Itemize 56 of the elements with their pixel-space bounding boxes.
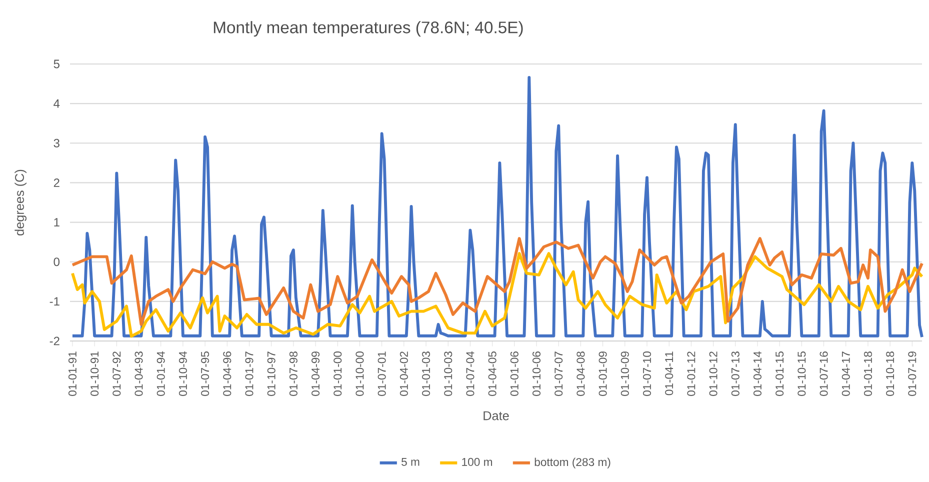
x-tick-label: 01-07-16	[820, 352, 828, 396]
x-tick-label: 01-04-08	[576, 352, 585, 396]
y-tick-label: -2	[50, 336, 60, 346]
x-tick-label: 01-04-96	[223, 352, 232, 396]
x-tick-label: 01-07-10	[642, 351, 652, 396]
y-tick-label: -1	[50, 297, 60, 306]
x-tick-label: 01-04-05	[488, 352, 496, 396]
x-tick-label: 01-07-19	[908, 352, 916, 396]
legend-label: 100 m	[462, 458, 492, 466]
x-tick-label: 01-01-03	[422, 352, 430, 396]
x-tick-label: 01-01-00	[334, 351, 342, 396]
x-tick-label: 01-04-93	[134, 352, 143, 396]
x-tick-label: 01-01-97	[245, 352, 254, 396]
x-tick-label: 01-07-98	[289, 352, 298, 396]
x-tick-label: 01-10-06	[532, 352, 541, 396]
x-tick-label: 01-01-06	[510, 352, 518, 396]
x-tick-label: 01-10-09	[620, 352, 629, 396]
x-tick-label: 01-01-94	[156, 351, 165, 396]
y-tick-label: 4	[54, 99, 60, 108]
x-tick-label: 01-01-18	[864, 352, 872, 396]
legend-label: 5 m	[402, 458, 420, 466]
line-series	[70, 252, 924, 338]
x-tick-label: 01-10-91	[90, 352, 99, 396]
x-tick-label: 01-04-14	[753, 351, 762, 396]
x-tick-label: 01-10-12	[709, 352, 718, 396]
x-tick-label: 01-07-01	[378, 352, 386, 396]
y-tick-label: 5	[54, 60, 60, 68]
x-tick-label: 01-04-99	[312, 352, 320, 396]
x-tick-label: 01-04-11	[665, 352, 674, 396]
x-tick-label: 01-01-91	[68, 352, 76, 396]
y-tick-label: 2	[54, 178, 60, 187]
x-tick-label: 01-10-18	[886, 352, 894, 396]
x-tick-label: 01-07-13	[731, 352, 740, 396]
x-tick-label: 01-07-04	[466, 351, 474, 396]
line-series	[70, 237, 924, 326]
x-tick-label: 01-07-95	[201, 352, 210, 396]
x-tick-label: 01-10-00	[356, 351, 364, 396]
y-tick-label: 3	[54, 138, 60, 148]
x-tick-label: 01-10-94	[178, 351, 187, 396]
line-series	[70, 76, 924, 339]
x-tick-label: 01-04-17	[842, 352, 850, 396]
x-tick-label: 01-01-12	[687, 352, 696, 396]
x-axis-title: Date	[484, 411, 509, 420]
x-tick-label: 01-10-97	[267, 352, 276, 396]
x-tick-label: 01-04-02	[400, 352, 408, 396]
chart-title: Montly mean temperatures (78.6N; 40.5E)	[214, 21, 523, 37]
y-tick-label: 1	[54, 218, 60, 226]
x-tick-label: 01-01-15	[776, 352, 784, 396]
legend-label: bottom (283 m)	[534, 458, 610, 468]
x-tick-label: 01-07-07	[554, 352, 563, 396]
y-axis-title: degrees (C)	[14, 170, 27, 236]
x-tick-label: 01-07-92	[112, 352, 121, 396]
x-tick-label: 01-01-09	[598, 352, 607, 396]
y-tick-label: 0	[54, 258, 60, 266]
x-tick-label: 01-10-15	[798, 352, 806, 396]
x-tick-label: 01-10-03	[444, 352, 452, 396]
